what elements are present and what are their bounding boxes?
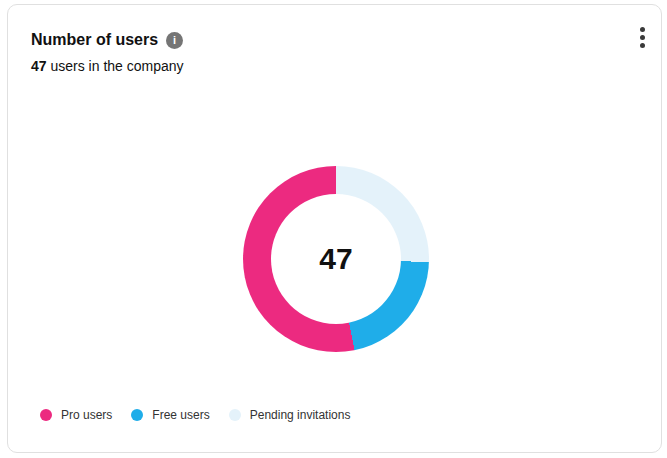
donut-chart[interactable]: 47 <box>243 166 429 352</box>
legend-label: Pending invitations <box>250 408 351 422</box>
info-icon[interactable]: i <box>166 32 183 49</box>
subtitle-count: 47 <box>31 58 47 74</box>
legend-dot <box>131 409 143 421</box>
kebab-dot <box>640 43 645 48</box>
donut-hole: 47 <box>271 194 401 324</box>
kebab-dot <box>640 27 645 32</box>
kebab-dot <box>640 35 645 40</box>
legend-dot <box>40 409 52 421</box>
card-subtitle: 47 users in the company <box>31 58 637 74</box>
legend-item-free-users[interactable]: Free users <box>131 408 209 422</box>
card-title: Number of users <box>31 31 158 49</box>
chart-center-value: 47 <box>319 242 352 276</box>
legend-dot <box>229 409 241 421</box>
title-row: Number of users i <box>31 31 637 49</box>
subtitle-text: users in the company <box>47 58 184 74</box>
legend-item-pro-users[interactable]: Pro users <box>40 408 112 422</box>
legend-item-pending-invitations[interactable]: Pending invitations <box>229 408 351 422</box>
card-header: Number of users i 47 users in the compan… <box>31 31 637 74</box>
kebab-menu-button[interactable] <box>636 23 649 52</box>
chart-legend: Pro users Free users Pending invitations <box>40 408 350 422</box>
legend-label: Pro users <box>61 408 112 422</box>
legend-label: Free users <box>152 408 209 422</box>
number-of-users-card: Number of users i 47 users in the compan… <box>7 4 662 453</box>
